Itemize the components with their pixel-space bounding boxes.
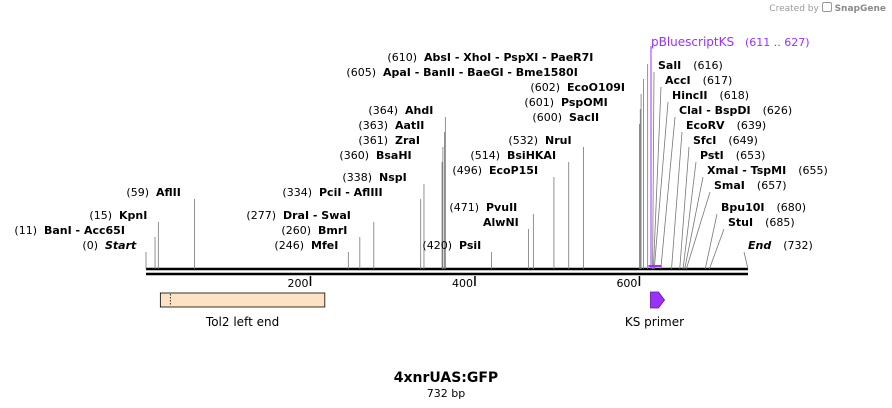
site-label: NspI [379, 171, 407, 184]
site-position: (626) [763, 104, 793, 117]
credit-prefix: Created by [769, 4, 819, 14]
site-position: (605) [346, 66, 376, 79]
site-position: (360) [339, 149, 369, 162]
site-leader-line [671, 131, 683, 270]
site-leader-line [704, 213, 718, 270]
site-label: KpnI [119, 209, 147, 222]
site-position: (0) [82, 239, 98, 252]
site-label: DraI - SwaI [283, 209, 351, 222]
site-position: (471) [449, 201, 479, 214]
site-label: HincII [672, 89, 708, 102]
site-label: PciI - AflIII [319, 186, 383, 199]
site-position: (602) [530, 81, 560, 94]
site-position: (657) [757, 179, 787, 192]
site-position: (246) [274, 239, 304, 252]
map-length: 732 bp [427, 387, 465, 400]
site-label: ApaI - BanII - BaeGI - Bme1580I [383, 66, 578, 79]
site-position: (420) [422, 239, 452, 252]
site-label: AhdI [405, 104, 433, 117]
site-position: (260) [281, 224, 311, 237]
site-position: (334) [282, 186, 312, 199]
ruler-tick-label: 200 [287, 277, 308, 290]
site-position: (15) [89, 209, 112, 222]
site-position: (685) [765, 216, 795, 229]
site-label: MfeI [311, 239, 338, 252]
primer-site-range: (611 .. 627) [745, 36, 810, 49]
site-position: (532) [508, 134, 538, 147]
site-label: End [748, 239, 771, 252]
map-title: 4xnrUAS:GFP [394, 370, 498, 386]
site-position: (649) [728, 134, 758, 147]
site-leader-line [660, 116, 676, 270]
site-leader-line [685, 191, 711, 270]
site-label: SfcI [693, 134, 716, 147]
site-label: PspOMI [561, 96, 608, 109]
site-position: (610) [387, 51, 417, 64]
site-label: BsaHI [376, 149, 412, 162]
site-leader-line [682, 161, 697, 270]
site-position: (514) [470, 149, 500, 162]
site-label: EcoO109I [567, 81, 625, 94]
feature-tol2-left-end [159, 292, 326, 308]
site-label: PvuII [486, 201, 517, 214]
site-label: AatII [395, 119, 424, 132]
site-label: EcoRV [686, 119, 725, 132]
site-label: AflII [156, 186, 181, 199]
site-position: (59) [126, 186, 149, 199]
site-label: Start [105, 239, 137, 252]
site-leader-line [652, 71, 655, 270]
site-position: (364) [368, 104, 398, 117]
site-label: PstI [700, 149, 724, 162]
site-label: BanI - Acc65I [44, 224, 125, 237]
credit-brand: SnapGene [834, 4, 886, 14]
feature-label: Tol2 left end [205, 315, 279, 329]
site-label: SalI [658, 59, 681, 72]
ks-primer-arrow [650, 291, 665, 309]
site-leader-line [653, 101, 669, 270]
site-leader-line [653, 86, 662, 270]
ruler-tick-label: 400 [452, 277, 473, 290]
site-position: (361) [358, 134, 388, 147]
site-position: (496) [452, 164, 482, 177]
site-position: (338) [342, 171, 372, 184]
site-position: (600) [532, 111, 562, 124]
site-label: BmrI [318, 224, 347, 237]
site-position: (618) [720, 89, 750, 102]
site-position: (639) [737, 119, 767, 132]
site-label: NruI [545, 134, 572, 147]
site-position: (616) [693, 59, 723, 72]
site-position: (617) [703, 74, 733, 87]
site-label: StuI [728, 216, 753, 229]
site-position: (680) [777, 201, 807, 214]
site-leader-line [679, 146, 690, 270]
site-leader-line [743, 251, 749, 270]
site-label: SmaI [714, 179, 745, 192]
site-label: XmaI - TspMI [707, 164, 786, 177]
primer-site-label: pBluescriptKS [651, 35, 734, 49]
feature-label: KS primer [625, 315, 684, 329]
site-leader-line [708, 228, 725, 270]
site-label: AlwNI [483, 216, 519, 229]
site-label: AccI [665, 74, 691, 87]
site-label: Bpu10I [721, 201, 765, 214]
site-position: (732) [783, 239, 813, 252]
site-position: (363) [358, 119, 388, 132]
site-label: BsiHKAI [507, 149, 556, 162]
site-label: ClaI - BspDI [679, 104, 751, 117]
site-position: (655) [798, 164, 828, 177]
site-label: EcoP15I [489, 164, 538, 177]
site-position: (11) [14, 224, 37, 237]
site-label: SacII [569, 111, 599, 124]
site-label: AbsI - XhoI - PspXI - PaeR7I [424, 51, 593, 64]
site-label: PsiI [459, 239, 481, 252]
site-position: (601) [524, 96, 554, 109]
snapgene-logo-icon [821, 2, 832, 12]
snapgene-credit: Created by SnapGene [769, 2, 886, 14]
site-leader-line [684, 176, 704, 270]
site-label: ZraI [395, 134, 420, 147]
ruler-tick-label: 600 [616, 277, 637, 290]
site-position: (277) [246, 209, 276, 222]
site-position: (653) [736, 149, 766, 162]
